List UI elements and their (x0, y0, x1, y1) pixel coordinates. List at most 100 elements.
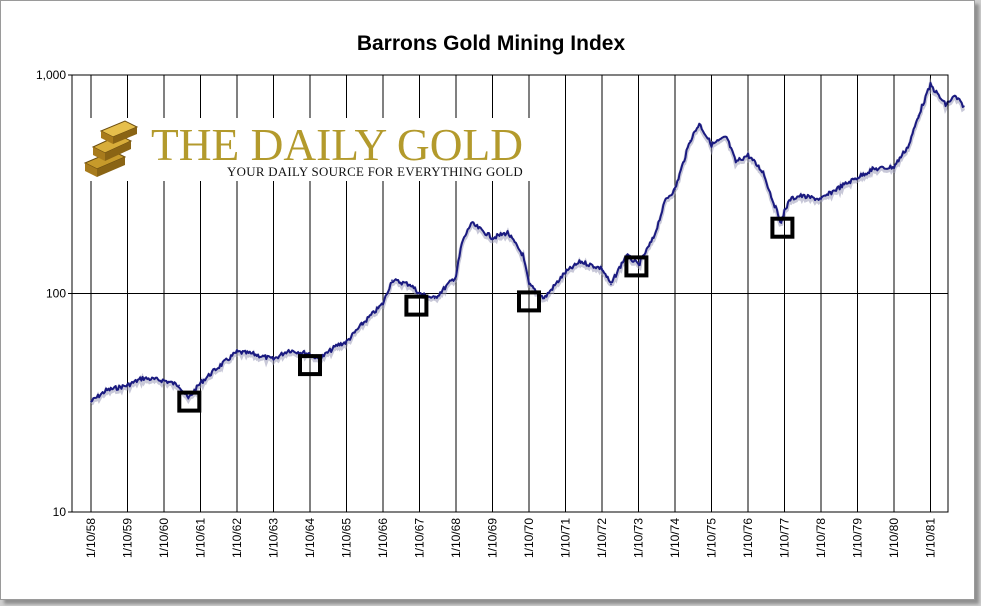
data-point (908, 143, 910, 146)
data-point (491, 236, 494, 239)
x-tick-label: 1/10/64 (303, 518, 317, 558)
x-tick-label: 1/10/71 (559, 518, 573, 558)
x-tick-label: 1/10/66 (376, 518, 390, 558)
data-point (336, 344, 339, 347)
data-point (214, 368, 217, 371)
chart: Barrons Gold Mining Index 10 100 1,000 1/1… (36, 32, 966, 558)
marker-box (624, 255, 649, 278)
x-tick-label: 1/10/60 (157, 518, 171, 558)
y-tick-label: 100 (46, 287, 66, 301)
data-point (963, 105, 965, 107)
data-point (789, 198, 792, 200)
data-point (391, 279, 393, 282)
data-point (689, 140, 691, 142)
y-tick-label: 1,000 (36, 68, 66, 82)
data-point (105, 389, 107, 392)
data-point (917, 115, 920, 117)
data-point (345, 341, 348, 343)
data-point (710, 143, 713, 146)
data-point (637, 264, 640, 266)
data-point (616, 271, 618, 274)
x-tick-label: 1/10/58 (84, 518, 98, 558)
data-point (698, 122, 701, 125)
x-tick-label: 1/10/67 (413, 518, 427, 558)
data-point (382, 302, 384, 305)
x-tick-label: 1/10/81 (924, 518, 938, 558)
y-tick-label: 10 (53, 505, 67, 519)
data-point (360, 323, 363, 326)
the-daily-gold-logo: THE DAILY GOLD YOUR DAILY SOURCE FOR EVE… (79, 118, 534, 181)
event-markers (177, 216, 795, 413)
x-tick-label: 1/10/75 (705, 518, 719, 558)
x-tick-label: 1/10/77 (778, 518, 792, 558)
x-tick-label: 1/10/78 (814, 518, 828, 558)
data-point (443, 288, 445, 290)
plot-area-border (71, 74, 949, 513)
data-point (893, 166, 895, 168)
data-point (771, 198, 774, 200)
data-point (564, 271, 567, 274)
data-point (579, 260, 582, 263)
data-point (856, 176, 859, 179)
x-tick-label: 1/10/69 (486, 518, 500, 558)
data-point (747, 154, 749, 156)
data-point (287, 349, 290, 352)
data-point (954, 95, 956, 97)
marker-box (770, 216, 795, 239)
data-point (783, 209, 786, 212)
data-point (126, 384, 129, 387)
marker-box (404, 294, 429, 317)
data-point (272, 358, 275, 361)
data-point (652, 236, 655, 239)
x-tick-label: 1/10/63 (267, 518, 281, 558)
data-point (820, 198, 822, 200)
x-tick-label: 1/10/70 (522, 518, 536, 558)
data-point (470, 222, 472, 224)
x-axis-ticks: 1/10/58 1/10/59 1/10/60 1/10/61 1/10/62 1/10/… (84, 518, 938, 558)
data-point (236, 351, 238, 353)
data-point (543, 297, 545, 300)
data-point (163, 379, 165, 382)
data-point (735, 161, 737, 163)
data-point (418, 292, 421, 295)
marker-box (177, 390, 202, 413)
chart-title: Barrons Gold Mining Index (357, 32, 626, 55)
data-point (601, 267, 603, 270)
x-tick-label: 1/10/61 (194, 518, 208, 558)
data-point (944, 104, 947, 106)
gold-bars-icon (83, 120, 139, 177)
x-tick-label: 1/10/79 (851, 518, 865, 558)
data-point (409, 283, 412, 286)
logo-sub-text: YOUR DAILY SOURCE FOR EVERYTHING GOLD (227, 164, 523, 179)
data-point (141, 377, 144, 379)
data-point (674, 188, 676, 190)
data-point (506, 231, 509, 234)
x-tick-label: 1/10/59 (121, 518, 135, 558)
data-point (251, 352, 253, 355)
x-tick-label: 1/10/76 (741, 518, 755, 558)
data-point (871, 168, 874, 171)
data-point (433, 297, 436, 300)
data-point (187, 397, 190, 400)
x-tick-label: 1/10/80 (887, 518, 901, 558)
data-point (461, 242, 463, 244)
data-point (199, 382, 202, 384)
data-point (178, 384, 180, 387)
data-point (455, 275, 457, 278)
marker-box (298, 354, 322, 377)
data-point (762, 171, 764, 173)
logo-main-text: THE DAILY GOLD (151, 119, 523, 170)
data-point (780, 222, 783, 224)
data-point (929, 84, 932, 86)
data-point (665, 198, 667, 200)
x-tick-label: 1/10/74 (668, 518, 682, 558)
data-point (610, 283, 612, 286)
y-axis-ticks: 10 100 1,000 (36, 68, 72, 519)
x-tick-label: 1/10/65 (340, 518, 354, 558)
x-tick-label: 1/10/62 (230, 518, 244, 558)
data-point (798, 195, 801, 197)
x-tick-label: 1/10/73 (632, 518, 646, 558)
data-point (522, 254, 524, 256)
data-point (528, 283, 530, 286)
